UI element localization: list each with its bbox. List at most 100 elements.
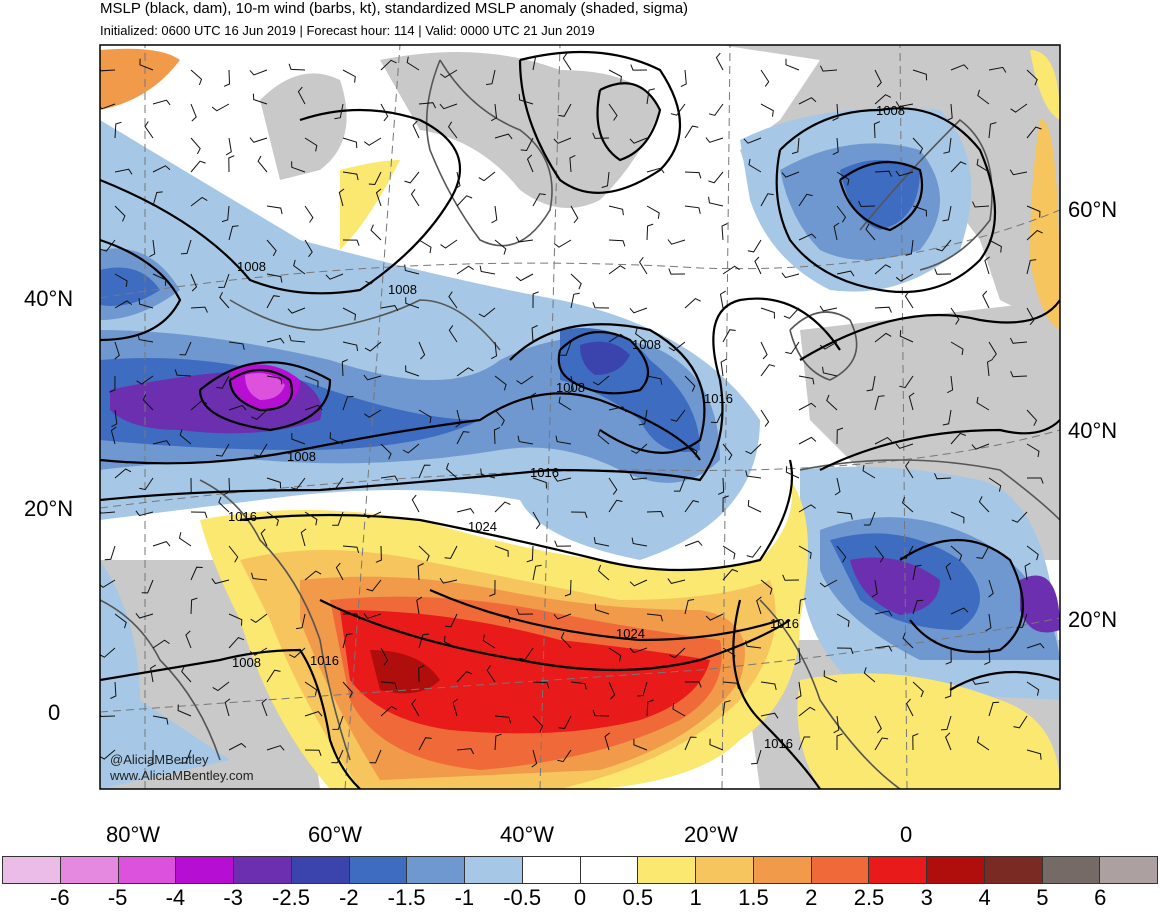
wind-barb xyxy=(747,499,762,513)
wind-barb xyxy=(608,265,626,275)
wind-barb xyxy=(798,436,817,445)
wind-barb xyxy=(684,681,702,688)
wind-barb xyxy=(147,750,154,767)
wind-barb xyxy=(597,429,610,445)
wind-barb xyxy=(526,154,534,173)
wind-barb xyxy=(266,669,281,683)
wind-barb xyxy=(719,290,726,309)
isobar-label: 1016 xyxy=(310,653,339,668)
colorbar-tick-label: 3 xyxy=(920,885,933,910)
wind-barb xyxy=(684,500,700,513)
wind-barb xyxy=(560,632,572,649)
wind-barb xyxy=(1026,126,1042,139)
wind-barb xyxy=(950,432,966,445)
wind-barb xyxy=(532,54,542,71)
wind-barb xyxy=(341,359,348,377)
isobar-label: 1016 xyxy=(770,616,799,631)
wind-barb xyxy=(684,125,699,139)
wind-barb xyxy=(570,273,582,290)
wind-barb xyxy=(836,270,855,277)
wind-barb xyxy=(638,409,648,426)
wind-barb xyxy=(405,297,420,309)
isobar-label: 1008 xyxy=(388,282,417,297)
wind-barb xyxy=(266,511,279,527)
wind-barb xyxy=(781,171,800,178)
wind-barb xyxy=(629,647,648,654)
wind-barb xyxy=(668,268,686,275)
wind-barb xyxy=(705,613,724,621)
colorbar-tick-label: -5 xyxy=(107,885,128,910)
wind-barb xyxy=(516,608,534,615)
wind-barb xyxy=(760,341,768,360)
wind-barb xyxy=(109,375,116,393)
wind-barb xyxy=(136,375,154,385)
wind-barb xyxy=(251,572,268,581)
wind-barb xyxy=(822,366,838,377)
isobar-label: 1008 xyxy=(556,380,585,395)
colorbar-box xyxy=(118,857,177,883)
wind-barb xyxy=(518,93,534,105)
wind-barb xyxy=(342,171,359,181)
wind-barb xyxy=(942,205,952,222)
wind-barb xyxy=(874,737,889,751)
wind-barb xyxy=(104,545,116,561)
wind-barb xyxy=(228,742,247,751)
wind-barb xyxy=(1026,749,1042,760)
wind-barb xyxy=(684,205,701,214)
wind-barb xyxy=(297,86,306,105)
wind-barb xyxy=(190,597,198,615)
wind-barb xyxy=(684,171,702,179)
wind-barb xyxy=(1009,169,1028,176)
wind-barb xyxy=(668,341,686,352)
wind-barb xyxy=(152,191,163,207)
wind-barb xyxy=(798,375,815,385)
wind-barb xyxy=(177,704,192,717)
wind-barb xyxy=(142,394,154,411)
wind-barb xyxy=(899,330,914,343)
wind-barb xyxy=(722,265,740,275)
colorbar-tick-label: -2.5 xyxy=(272,885,310,910)
wind-barb xyxy=(601,171,610,188)
wind-barb xyxy=(608,477,618,495)
wind-barb xyxy=(291,161,306,173)
wind-barb xyxy=(722,495,729,513)
wind-barb xyxy=(785,58,800,71)
colorbar-tick-label: -4 xyxy=(165,885,186,910)
wind-barb xyxy=(1013,715,1028,729)
wind-barb xyxy=(152,440,171,446)
wind-barb xyxy=(114,121,122,139)
wind-barb xyxy=(836,427,844,445)
wind-barb xyxy=(190,400,208,411)
wind-barb xyxy=(944,681,952,699)
wind-barb xyxy=(680,69,687,88)
wind-barb xyxy=(950,64,969,71)
map-subtitle: Initialized: 0600 UTC 16 Jun 2019 | Fore… xyxy=(100,23,595,38)
wind-barb xyxy=(439,103,458,110)
wind-barb xyxy=(1026,681,1040,696)
map-title: MSLP (black, dam), 10-m wind (barbs, kt)… xyxy=(100,0,689,17)
wind-barb xyxy=(592,375,610,386)
wind-barb xyxy=(597,564,610,581)
wind-barb xyxy=(646,223,654,241)
colorbar-box xyxy=(522,857,581,883)
wind-barb xyxy=(304,511,318,526)
wind-barb xyxy=(570,681,587,690)
wind-barb xyxy=(288,334,306,343)
wind-barb xyxy=(532,564,542,581)
wind-barb xyxy=(756,596,762,615)
wind-barb xyxy=(144,121,154,139)
wind-barb xyxy=(629,473,648,481)
wind-barb xyxy=(490,341,498,360)
wind-barb xyxy=(1026,545,1039,561)
wind-barb xyxy=(934,473,952,480)
wind-barb xyxy=(440,69,458,79)
colorbar-box xyxy=(869,857,927,883)
wind-barb xyxy=(569,154,576,173)
wind-barb xyxy=(1026,409,1038,426)
wind-barb xyxy=(1010,371,1028,378)
wind-barb xyxy=(190,160,206,173)
wind-barb xyxy=(791,137,800,155)
wind-barb xyxy=(1026,259,1037,275)
coastlines xyxy=(100,59,1060,789)
wind-barb xyxy=(760,103,774,117)
